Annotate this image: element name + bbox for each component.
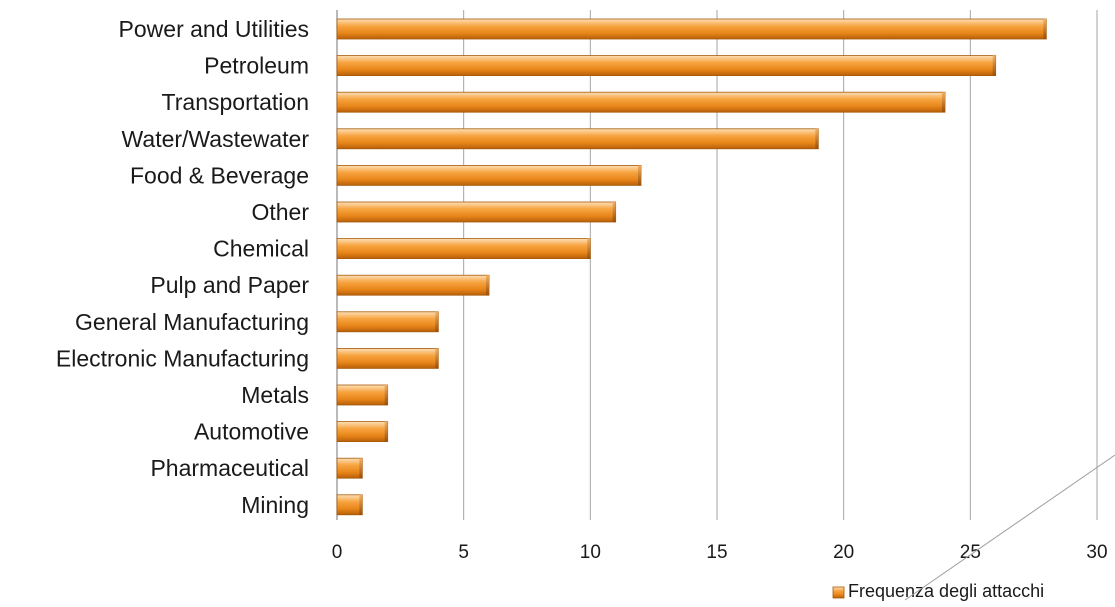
x-tick-label: 5: [458, 542, 469, 563]
bars: [336, 18, 1047, 516]
x-tick-label: 0: [332, 542, 343, 563]
bar-end-cap: [1043, 19, 1047, 39]
bar-end-cap: [435, 311, 439, 332]
category-label: Chemical: [213, 236, 309, 262]
bar: [336, 384, 389, 406]
decorative-slide-line: [904, 454, 1115, 601]
bar-end-cap: [815, 128, 819, 149]
category-label: Electronic Manufacturing: [56, 345, 309, 371]
bar-end-cap: [384, 385, 388, 405]
x-tick-label: 20: [833, 542, 854, 563]
bar-end-cap: [486, 275, 489, 296]
bar: [336, 238, 591, 260]
category-labels: Power and Utilities Petroleum Transportati…: [56, 16, 309, 518]
bar: [336, 274, 490, 296]
category-label: Transportation: [162, 89, 309, 115]
category-label: Mining: [241, 492, 309, 518]
bar-end-cap: [435, 348, 439, 369]
bar-end-cap: [638, 165, 641, 186]
category-label: Metals: [241, 382, 309, 408]
x-tick-labels: 0 5 10 15 20 25 30: [332, 542, 1108, 563]
x-tick-label: 30: [1086, 542, 1107, 563]
gridlines: [336, 10, 1098, 520]
category-label: Automotive: [194, 419, 309, 445]
bar-end-cap: [992, 55, 996, 76]
bar: [336, 18, 1047, 40]
category-label: General Manufacturing: [75, 309, 309, 335]
bar: [336, 164, 642, 186]
bar: [336, 128, 819, 150]
bar-end-cap: [384, 421, 388, 442]
bar-end-cap: [587, 238, 591, 259]
x-tick-label: 10: [580, 542, 601, 563]
category-label: Pharmaceutical: [150, 455, 309, 481]
bar: [336, 91, 946, 113]
category-label: Power and Utilities: [119, 16, 309, 42]
legend-label: Frequenza degli attacchi: [848, 581, 1044, 601]
category-label: Water/Wastewater: [122, 126, 310, 152]
x-tick-label: 15: [706, 542, 727, 563]
x-tick-label: 25: [960, 542, 981, 563]
category-label: Other: [251, 199, 309, 225]
bar: [336, 55, 997, 76]
bar: [336, 494, 363, 516]
bar: [336, 311, 439, 333]
category-label: Pulp and Paper: [150, 272, 309, 298]
bar-end-cap: [942, 92, 945, 113]
legend-swatch: [832, 586, 845, 599]
bar-end-cap: [612, 202, 616, 222]
bar: [336, 347, 439, 369]
bar-end-cap: [359, 458, 363, 479]
category-label: Petroleum: [204, 53, 309, 79]
bar: [336, 457, 363, 479]
bar: [336, 421, 389, 443]
bar: [336, 201, 617, 223]
category-label: Food & Beverage: [130, 162, 309, 188]
bar-end-cap: [359, 494, 363, 515]
legend: Frequenza degli attacchi: [832, 581, 1044, 601]
